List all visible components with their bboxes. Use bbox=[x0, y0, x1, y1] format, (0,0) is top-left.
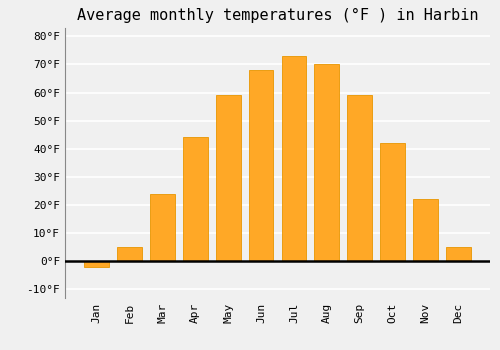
Bar bbox=[84, 261, 109, 267]
Bar bbox=[150, 194, 174, 261]
Bar bbox=[348, 95, 372, 261]
Bar bbox=[282, 56, 306, 261]
Title: Average monthly temperatures (°F ) in Harbin: Average monthly temperatures (°F ) in Ha… bbox=[77, 8, 478, 23]
Bar bbox=[380, 143, 405, 261]
Bar bbox=[216, 95, 240, 261]
Bar bbox=[248, 70, 274, 261]
Bar bbox=[413, 199, 438, 261]
Bar bbox=[117, 247, 142, 261]
Bar bbox=[446, 247, 470, 261]
Bar bbox=[183, 138, 208, 261]
Bar bbox=[314, 64, 339, 261]
